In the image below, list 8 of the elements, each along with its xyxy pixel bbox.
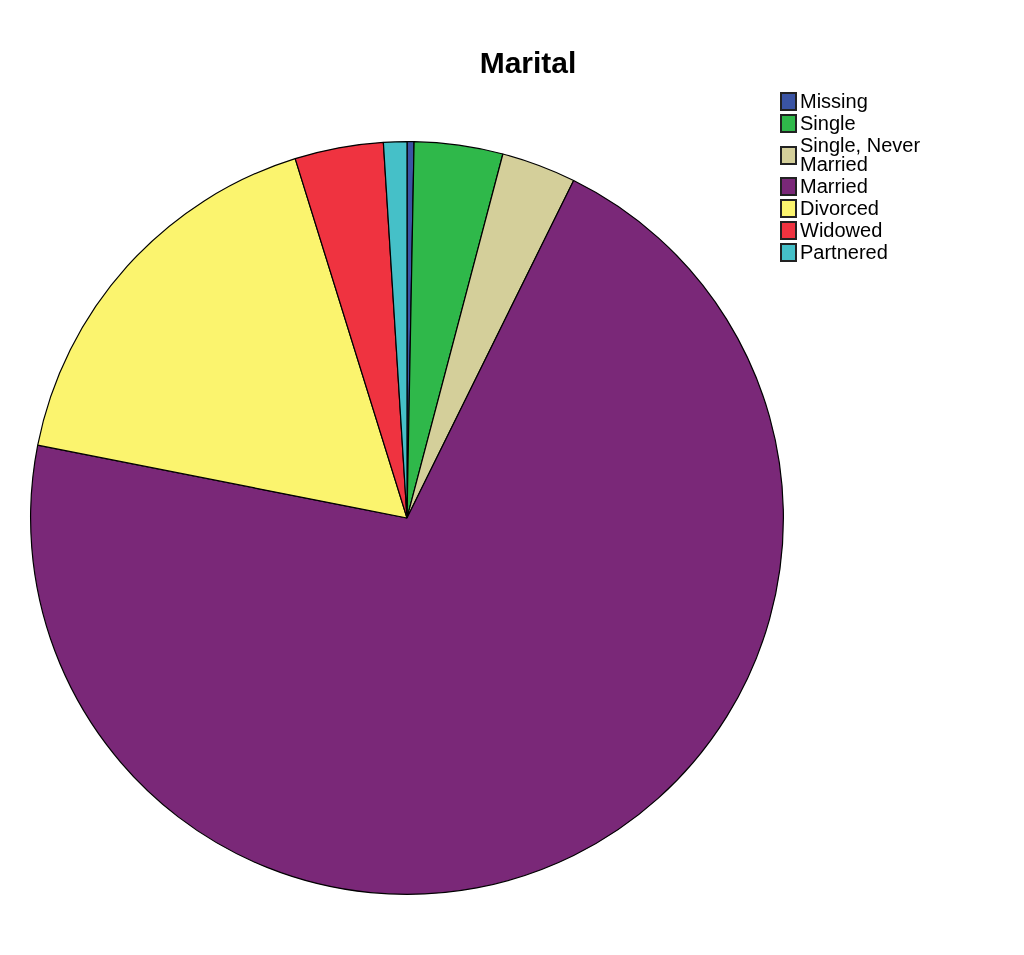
- legend-label: Divorced: [800, 197, 879, 219]
- legend-label: Widowed: [800, 219, 883, 241]
- legend-label: Missing: [800, 90, 868, 112]
- chart-title: Marital: [478, 46, 578, 80]
- legend-label: Married: [800, 175, 868, 197]
- legend-label: Partnered: [800, 241, 888, 263]
- legend-label: Single, Never Married: [800, 134, 922, 175]
- legend-label: Single: [800, 112, 856, 134]
